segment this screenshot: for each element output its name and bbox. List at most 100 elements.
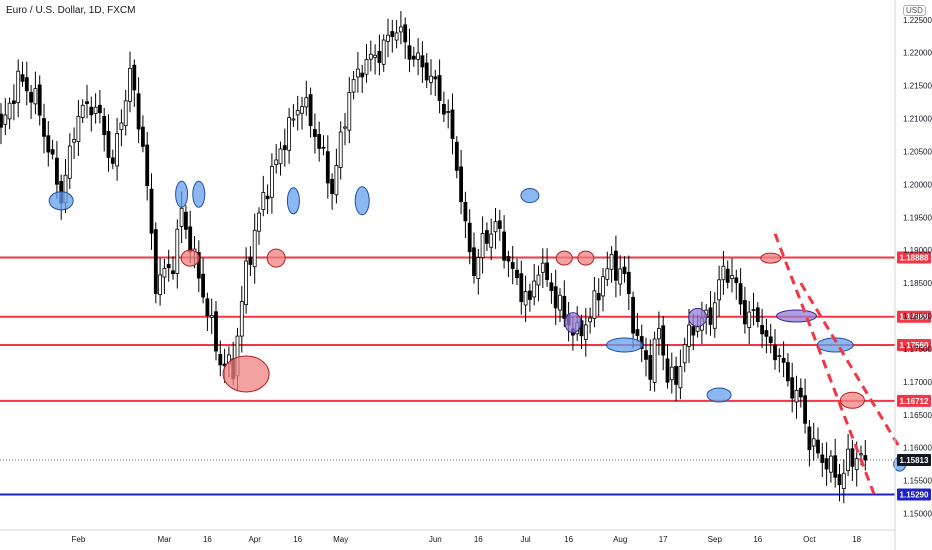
candle-body — [334, 165, 339, 196]
candle-body — [657, 328, 661, 340]
y-tick-label: 1.16000 — [903, 444, 932, 453]
candle-body — [321, 146, 326, 149]
candle-body — [717, 279, 721, 301]
candle-body — [89, 106, 94, 116]
candle-body — [429, 75, 433, 83]
candle-body — [476, 257, 481, 279]
candle-body — [678, 366, 683, 389]
candle-body — [682, 344, 687, 364]
candle-body — [502, 231, 507, 261]
highlight-ellipse — [706, 387, 732, 403]
level-tag-bg — [897, 310, 931, 323]
candle-body — [360, 72, 365, 78]
candle-body — [691, 326, 696, 336]
candle-body — [20, 74, 25, 82]
candle-body — [343, 126, 347, 129]
candle-body — [166, 264, 171, 269]
candle-body — [37, 84, 42, 116]
candle-body — [454, 141, 459, 171]
chart-title: Euro / U.S. Dollar, 1D, FXCM — [6, 5, 136, 16]
highlight-ellipse — [688, 307, 708, 327]
candle-body — [743, 300, 747, 325]
candle-body — [798, 387, 803, 398]
level-tag-bg — [897, 251, 931, 264]
level-tag-label: 1.15290 — [900, 490, 929, 499]
candle-body — [768, 336, 773, 343]
candle-body — [609, 253, 614, 270]
candle-body — [364, 59, 369, 75]
candle-body — [304, 97, 309, 108]
candle-body — [558, 294, 562, 311]
candle-body — [175, 228, 180, 274]
candle-body — [510, 262, 515, 269]
y-tick-label: 1.15500 — [903, 477, 932, 486]
currency-badge[interactable]: USD — [903, 5, 926, 16]
x-tick-label: 16 — [564, 535, 573, 544]
candle-body — [407, 45, 412, 60]
candle-body — [515, 269, 519, 278]
candle-body — [330, 178, 335, 194]
y-tick-label: 1.18500 — [903, 279, 932, 288]
candle-body — [24, 77, 29, 92]
candle-body — [381, 39, 386, 65]
candle-body — [140, 126, 145, 147]
y-tick-label: 1.19500 — [903, 213, 932, 222]
candle-body — [545, 262, 549, 281]
highlight-ellipse — [776, 309, 817, 323]
candle-body — [390, 31, 395, 37]
candle-body — [588, 317, 592, 323]
candle-body — [248, 256, 253, 265]
y-tick-label: 1.20500 — [903, 147, 932, 156]
candle-body — [841, 472, 846, 489]
candle-body — [403, 24, 408, 43]
candle-body — [829, 455, 833, 473]
candle-body — [467, 222, 472, 253]
candle-body — [416, 52, 421, 60]
highlight-ellipse — [555, 250, 573, 266]
candle-body — [7, 102, 12, 120]
candle-body — [325, 151, 330, 184]
candle-body — [158, 274, 163, 295]
candle-body — [368, 53, 373, 60]
highlight-ellipse — [564, 312, 582, 334]
candle-body — [644, 350, 648, 360]
candle-body — [136, 93, 141, 130]
candle-body — [72, 139, 76, 143]
candle-body — [463, 201, 468, 222]
candle-body — [67, 145, 72, 179]
candle-body — [601, 276, 605, 297]
current-price-tag-bg — [897, 454, 931, 467]
candle-body — [153, 229, 158, 294]
candle-body — [145, 144, 150, 186]
candle-body — [687, 324, 691, 347]
y-tick-label: 1.15000 — [903, 510, 932, 519]
candle-body — [282, 145, 287, 151]
candle-body — [665, 358, 670, 383]
y-tick-label: 1.21000 — [903, 115, 932, 124]
level-tag-bg — [897, 338, 931, 351]
highlight-ellipse — [266, 248, 286, 268]
candle-body — [850, 448, 855, 467]
candle-body — [807, 426, 812, 451]
candle-body — [734, 277, 739, 284]
x-tick-label: Jul — [520, 535, 530, 544]
candle-body — [519, 273, 524, 303]
candle-body — [618, 268, 623, 285]
candle-body — [291, 118, 296, 121]
candle-body — [635, 329, 640, 336]
candle-body — [162, 267, 167, 278]
candle-body — [287, 117, 292, 151]
candle-body — [252, 229, 257, 268]
y-tick-label: 1.18000 — [903, 312, 932, 321]
candle-body — [549, 282, 554, 292]
candle-body — [46, 135, 51, 153]
candle-body — [93, 106, 98, 114]
candle-body — [712, 302, 717, 329]
candle-body — [596, 293, 601, 301]
levels-layer — [0, 256, 895, 496]
candle-body — [794, 389, 799, 403]
candle-body — [536, 274, 541, 286]
candle-body — [76, 115, 81, 142]
candle-body — [472, 247, 476, 277]
